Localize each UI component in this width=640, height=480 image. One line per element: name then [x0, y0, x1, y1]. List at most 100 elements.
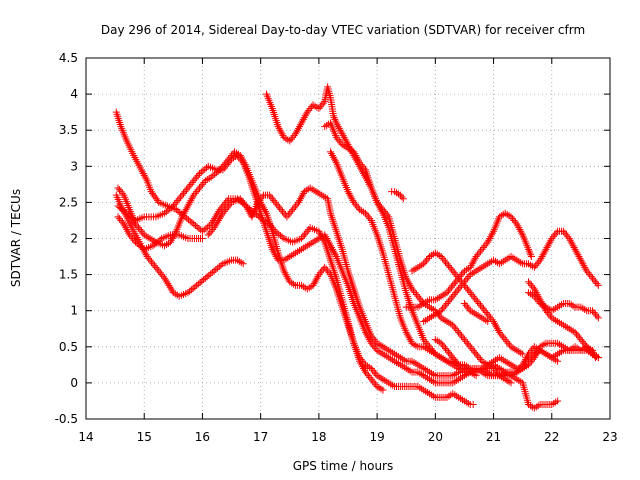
- data-point: [590, 309, 598, 317]
- data-point: [303, 108, 311, 116]
- data-point: [169, 233, 177, 241]
- data-point: [580, 339, 588, 347]
- data-point: [479, 244, 487, 252]
- data-point: [460, 299, 468, 307]
- data-point: [424, 254, 432, 262]
- data-point: [298, 117, 306, 125]
- data-point: [194, 171, 202, 179]
- series-track-8: [321, 119, 515, 387]
- data-point: [278, 233, 286, 241]
- data-point: [462, 301, 470, 309]
- data-point: [412, 290, 420, 298]
- data-point: [184, 202, 192, 210]
- data-point: [245, 207, 253, 215]
- data-point: [554, 397, 562, 405]
- data-point: [591, 310, 599, 318]
- data-point: [406, 281, 414, 289]
- data-point: [136, 225, 144, 233]
- data-point: [137, 227, 145, 235]
- data-point: [536, 256, 544, 264]
- data-point: [569, 242, 577, 250]
- data-point: [226, 200, 234, 208]
- data-point: [579, 260, 587, 268]
- data-point: [469, 346, 477, 354]
- data-point: [566, 236, 574, 244]
- data-point: [516, 225, 524, 233]
- data-point: [271, 198, 279, 206]
- data-point: [337, 139, 345, 147]
- data-point: [504, 339, 512, 347]
- data-point: [482, 240, 490, 248]
- data-point: [222, 162, 230, 170]
- data-point: [443, 299, 451, 307]
- data-point: [271, 251, 279, 259]
- data-point: [172, 198, 180, 206]
- series-track-9: [388, 188, 407, 203]
- data-point: [292, 130, 300, 138]
- data-point: [279, 132, 287, 140]
- data-point: [149, 260, 157, 268]
- data-point: [459, 269, 467, 277]
- data-point: [162, 276, 170, 284]
- data-point: [581, 341, 589, 349]
- data-point: [218, 211, 226, 219]
- data-point: [507, 379, 515, 387]
- data-point: [345, 189, 353, 197]
- data-point: [145, 254, 153, 262]
- data-point: [444, 298, 452, 306]
- data-point: [152, 195, 160, 203]
- data-point: [489, 229, 497, 237]
- data-point: [439, 341, 447, 349]
- data-point: [361, 209, 369, 217]
- data-point: [207, 227, 215, 235]
- data-point: [179, 211, 187, 219]
- data-point: [286, 209, 294, 217]
- data-point: [331, 157, 339, 165]
- data-point: [481, 242, 489, 250]
- data-point: [545, 240, 553, 248]
- data-point: [411, 289, 419, 297]
- data-point: [442, 345, 450, 353]
- data-point: [482, 309, 490, 317]
- data-point: [223, 160, 231, 168]
- data-point: [216, 215, 224, 223]
- data-point: [165, 281, 173, 289]
- data-point: [274, 123, 282, 131]
- data-point: [548, 235, 556, 242]
- data-point: [379, 206, 387, 214]
- data-point: [183, 204, 191, 212]
- data-point: [289, 133, 297, 141]
- data-point: [273, 254, 281, 262]
- data-point: [351, 150, 359, 158]
- data-point: [166, 205, 174, 213]
- data-point: [164, 280, 172, 288]
- data-point: [439, 305, 447, 313]
- series-track-17: [431, 336, 480, 380]
- data-point: [295, 124, 303, 132]
- data-point: [577, 256, 585, 264]
- data-point: [372, 370, 380, 378]
- data-point: [359, 162, 367, 170]
- data-point: [182, 206, 190, 214]
- y-tick-label: 4.5: [59, 51, 78, 65]
- data-point: [315, 271, 323, 279]
- data-point: [184, 216, 192, 224]
- data-point: [527, 281, 535, 289]
- data-point: [159, 272, 167, 280]
- data-point: [369, 377, 377, 385]
- data-point: [354, 204, 362, 212]
- data-point: [238, 157, 246, 165]
- data-point: [167, 236, 175, 244]
- data-point: [156, 269, 164, 277]
- data-point: [538, 299, 546, 307]
- x-axis-ticks: 14 15 16 17 18 19 20 21 22 23: [78, 58, 618, 444]
- data-point: [331, 251, 339, 259]
- data-point: [287, 207, 295, 215]
- data-point: [594, 314, 602, 322]
- data-point: [163, 278, 171, 286]
- data-point: [542, 245, 550, 253]
- data-point: [198, 277, 206, 285]
- data-point: [578, 337, 586, 345]
- data-point: [576, 254, 584, 262]
- data-point: [443, 260, 451, 268]
